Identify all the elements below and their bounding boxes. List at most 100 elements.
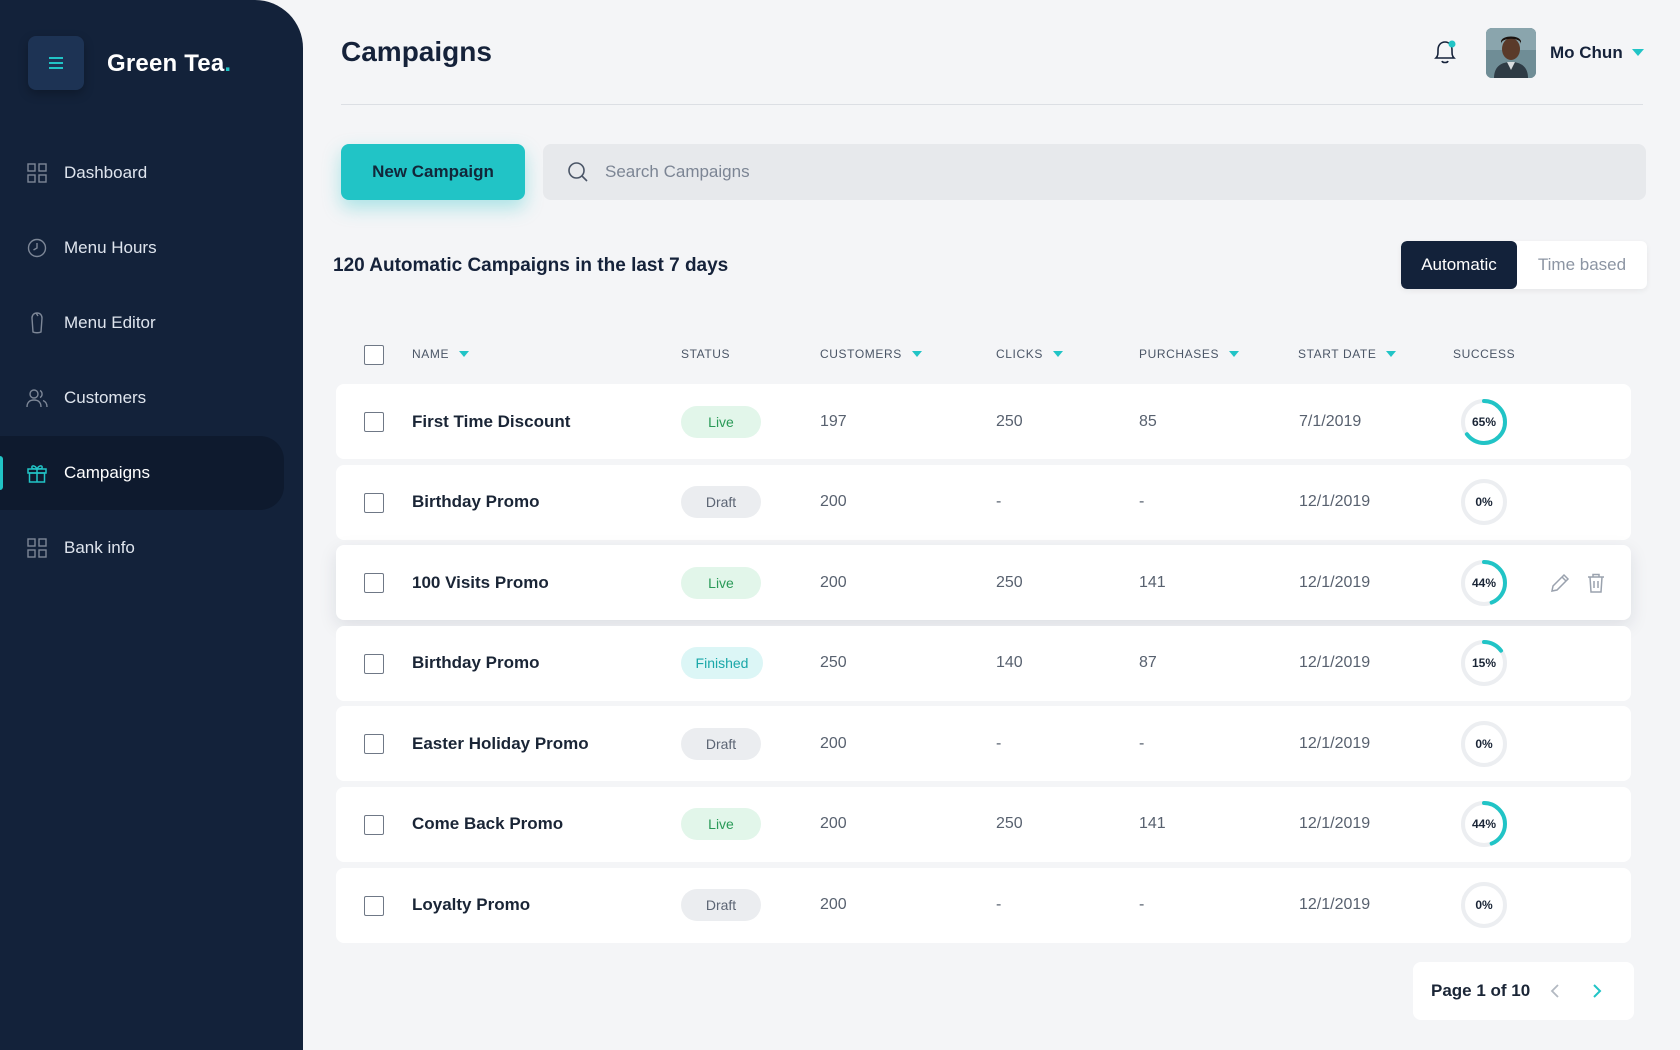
sidebar-item-label: Customers	[64, 388, 147, 407]
status-badge: Live	[681, 405, 761, 438]
user-name[interactable]: Mo Chun	[1550, 43, 1623, 62]
success-ring: 0%	[1459, 880, 1509, 930]
row-checkbox[interactable]	[364, 573, 384, 594]
column-success: SUCCESS	[1453, 347, 1515, 361]
status-badge: Live	[681, 566, 761, 599]
success-ring: 0%	[1459, 477, 1509, 527]
row-checkbox[interactable]	[364, 895, 384, 916]
column-clicks[interactable]: CLICKS	[996, 347, 1063, 361]
sort-caret-icon	[911, 351, 922, 357]
hamburger-menu-button[interactable]	[28, 36, 84, 90]
purchases-cell: 87	[1139, 654, 1157, 672]
campaign-name[interactable]: Birthday Promo	[412, 653, 540, 673]
status-badge: Live	[681, 808, 761, 841]
purchases-cell: 85	[1139, 412, 1157, 430]
sidebar-item-menu-hours[interactable]: Menu Hours	[0, 211, 284, 285]
campaign-name[interactable]: Loyalty Promo	[412, 895, 531, 915]
brand-logo[interactable]: Green Tea.	[107, 50, 231, 78]
campaign-name[interactable]: Easter Holiday Promo	[412, 733, 589, 753]
success-percent: 44%	[1471, 817, 1497, 832]
avatar[interactable]	[1486, 28, 1536, 78]
notification-button[interactable]	[1432, 38, 1458, 66]
success-percent: 44%	[1471, 575, 1497, 590]
table-row[interactable]: Birthday Promo Finished 250 140 87 12/1/…	[336, 625, 1631, 701]
row-checkbox[interactable]	[364, 814, 384, 835]
chevron-right-icon[interactable]	[1587, 982, 1605, 1000]
sidebar-item-label: Dashboard	[64, 163, 148, 182]
column-label: CUSTOMERS	[820, 347, 902, 361]
success-ring: 44%	[1459, 799, 1509, 849]
chevron-left-icon[interactable]	[1547, 982, 1565, 1000]
sidebar-item-dashboard[interactable]: Dashboard	[0, 136, 284, 210]
purchases-cell: -	[1139, 493, 1145, 511]
sort-caret-icon	[1229, 351, 1240, 357]
column-start-date[interactable]: START DATE	[1298, 347, 1397, 361]
clicks-cell: -	[996, 896, 1002, 914]
customers-cell: 197	[820, 412, 847, 430]
row-checkbox[interactable]	[364, 734, 384, 755]
users-icon	[26, 387, 48, 409]
search-bar[interactable]	[543, 144, 1646, 200]
status-cell: Draft	[681, 465, 761, 540]
edit-pencil-icon[interactable]	[1549, 572, 1571, 594]
page-title: Campaigns	[341, 36, 492, 67]
toggle-time-based[interactable]: Time based	[1537, 255, 1627, 274]
customers-cell: 200	[820, 734, 847, 752]
column-label: PURCHASES	[1139, 347, 1220, 361]
sidebar-nav: Dashboard Menu Hours Menu Editor	[0, 136, 303, 586]
sidebar-item-menu-editor[interactable]: Menu Editor	[0, 286, 284, 360]
table-row[interactable]: Easter Holiday Promo Draft 200 - - 12/1/…	[336, 706, 1631, 782]
clicks-cell: 140	[996, 654, 1023, 672]
column-name[interactable]: NAME	[412, 347, 470, 361]
clock-icon	[26, 237, 48, 259]
sidebar-item-label: Campaigns	[64, 463, 150, 482]
status-badge: Draft	[681, 889, 761, 922]
clicks-cell: -	[996, 734, 1002, 752]
purchases-cell: -	[1139, 734, 1145, 752]
search-input[interactable]	[605, 162, 1585, 182]
trash-icon[interactable]	[1585, 572, 1607, 594]
success-ring: 0%	[1459, 719, 1509, 769]
sidebar-item-campaigns[interactable]: Campaigns	[0, 436, 284, 510]
start-date-cell: 12/1/2019	[1299, 654, 1371, 672]
row-checkbox[interactable]	[364, 492, 384, 513]
grid-icon	[26, 162, 48, 184]
campaign-name[interactable]: First Time Discount	[412, 411, 571, 431]
campaign-name[interactable]: Come Back Promo	[412, 814, 564, 834]
column-purchases[interactable]: PURCHASES	[1139, 347, 1240, 361]
brand-dot: .	[224, 50, 232, 77]
table-row[interactable]: Birthday Promo Draft 200 - - 12/1/2019 0…	[336, 464, 1631, 540]
table-header: NAME STATUS CUSTOMERS CLICKS PURCHASES S…	[336, 340, 1631, 370]
status-cell: Draft	[681, 706, 761, 781]
select-all-checkbox[interactable]	[364, 345, 384, 365]
success-ring-chart	[1461, 882, 1507, 929]
new-campaign-button[interactable]: New Campaign	[341, 144, 525, 200]
success-ring-chart	[1461, 559, 1507, 606]
table-row[interactable]: 100 Visits Promo Live 200 250 141 12/1/2…	[336, 545, 1631, 621]
status-badge: Finished	[681, 647, 763, 680]
column-label: STATUS	[681, 347, 731, 361]
caret-down-icon[interactable]	[1632, 49, 1644, 57]
status-cell: Finished	[681, 626, 763, 701]
sort-caret-icon	[1052, 351, 1063, 357]
row-checkbox[interactable]	[364, 653, 384, 674]
table-row[interactable]: First Time Discount Live 197 250 85 7/1/…	[336, 384, 1631, 459]
campaign-name[interactable]: 100 Visits Promo	[412, 572, 549, 592]
pagination: Page 1 of 10	[1413, 962, 1634, 1020]
purchases-cell: -	[1139, 896, 1145, 914]
success-cell: 44%	[1459, 787, 1509, 862]
table-row[interactable]: Come Back Promo Live 200 250 141 12/1/20…	[336, 786, 1631, 862]
column-customers[interactable]: CUSTOMERS	[820, 347, 922, 361]
sidebar: Green Tea. Dashboard Menu Hours	[0, 0, 303, 1050]
toggle-automatic[interactable]: Automatic	[1401, 241, 1517, 289]
sidebar-item-bank-info[interactable]: Bank info	[0, 511, 284, 585]
sidebar-item-customers[interactable]: Customers	[0, 361, 284, 435]
header-divider	[341, 104, 1643, 105]
start-date-cell: 7/1/2019	[1299, 412, 1362, 430]
status-cell: Live	[681, 787, 761, 862]
campaign-name[interactable]: Birthday Promo	[412, 492, 540, 512]
campaign-table-body: First Time Discount Live 197 250 85 7/1/…	[336, 384, 1631, 948]
success-ring-chart	[1461, 479, 1507, 526]
table-row[interactable]: Loyalty Promo Draft 200 - - 12/1/2019 0%	[336, 867, 1631, 943]
row-checkbox[interactable]	[364, 412, 384, 432]
